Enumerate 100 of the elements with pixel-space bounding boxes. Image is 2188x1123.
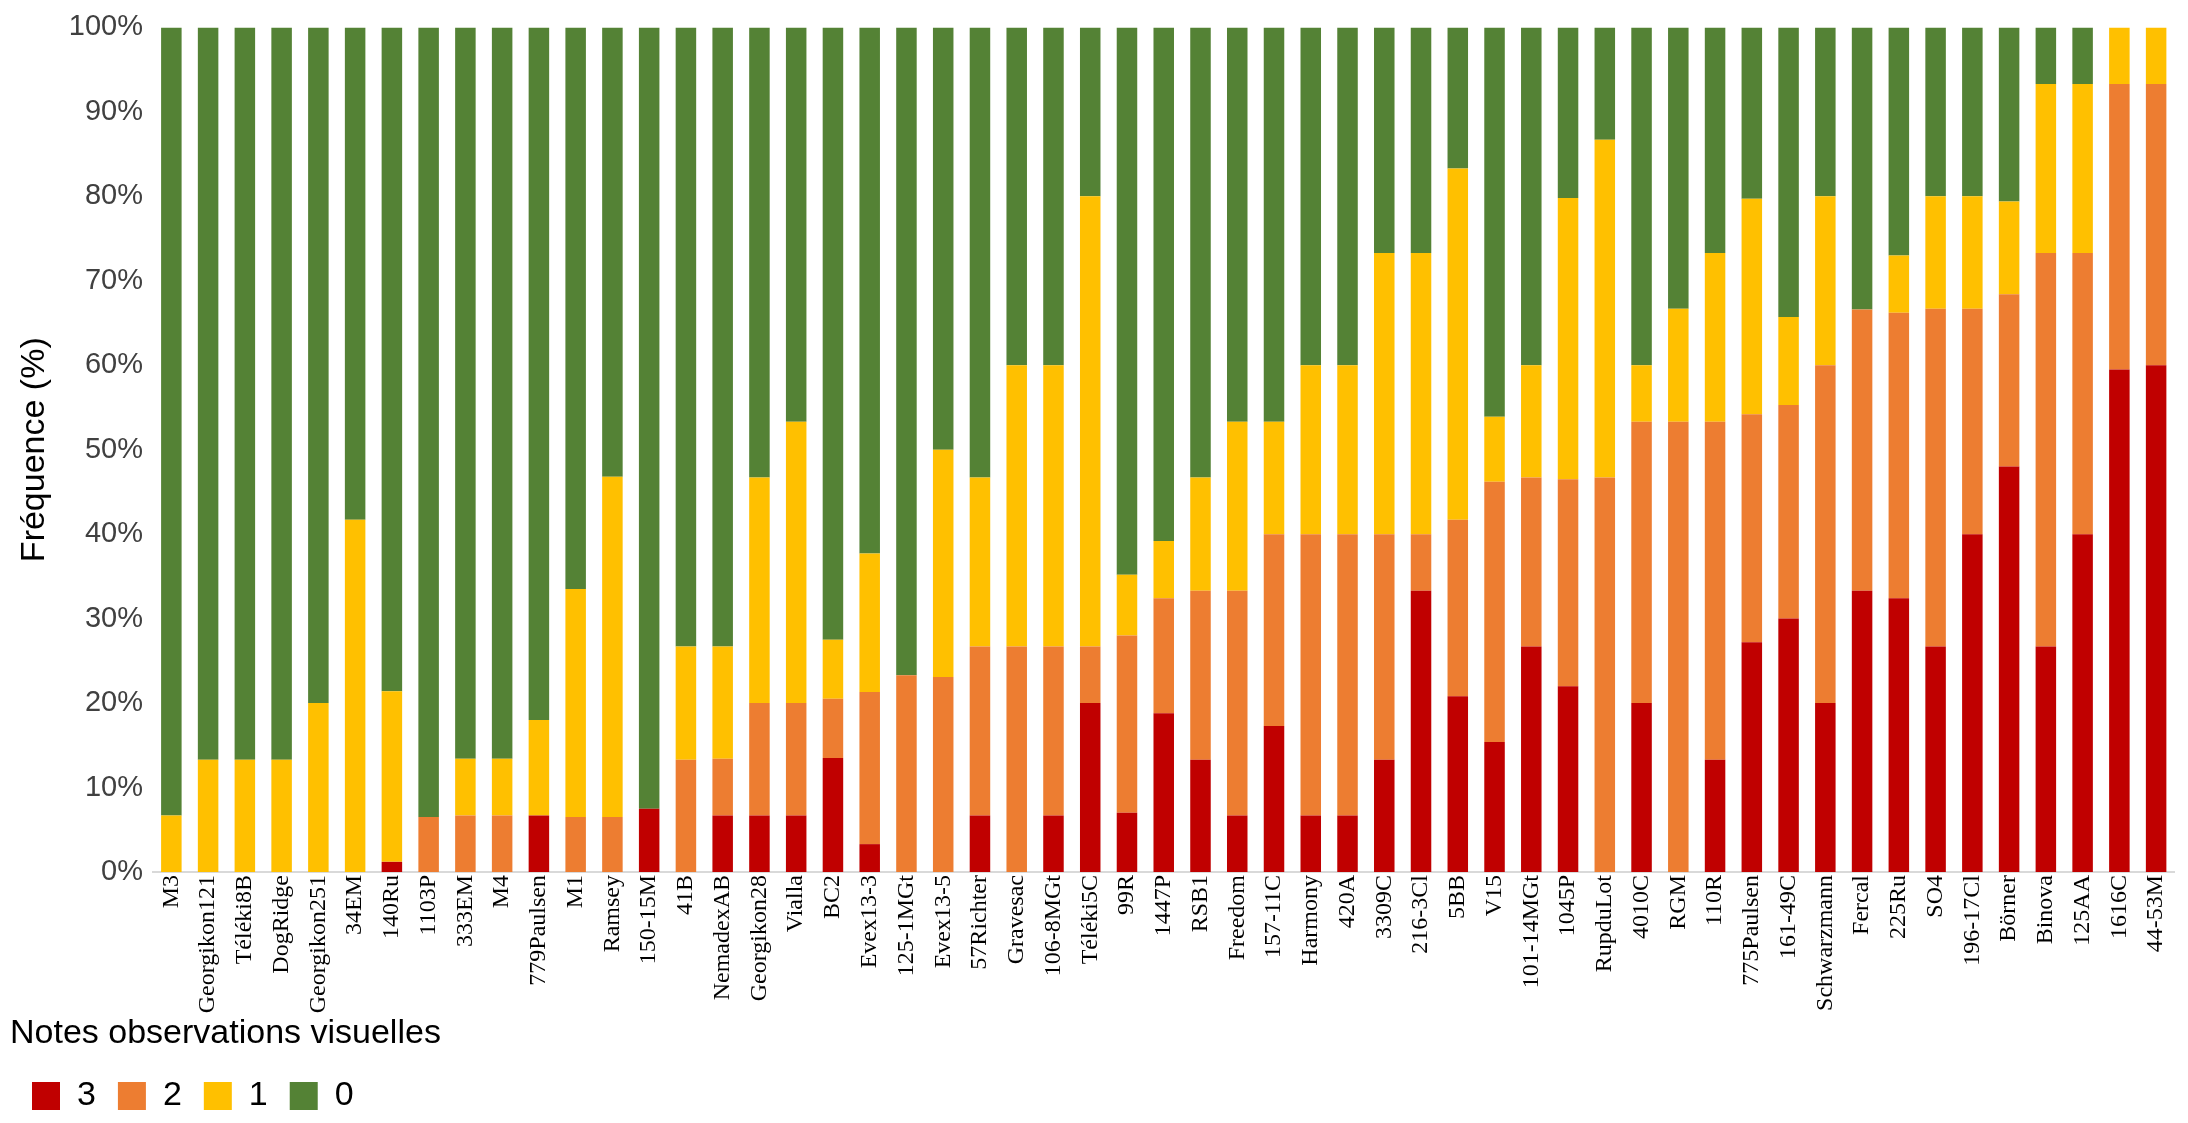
bar: [712, 646, 733, 759]
bar: [344, 519, 366, 872]
bar: [1300, 365, 1322, 535]
bar: [822, 757, 844, 872]
bar: [1778, 27, 1799, 318]
bar: [1006, 646, 1027, 872]
bar: [1925, 308, 1946, 647]
legend-label: 3: [77, 1074, 96, 1113]
x-tick-label: M3: [156, 874, 183, 909]
bar: [602, 27, 623, 477]
bar: [859, 27, 880, 554]
bar: [2145, 27, 2167, 84]
x-tick-label: 5BB: [1443, 874, 1470, 919]
x-tick-label: Georgikon251: [303, 874, 330, 1014]
bar: [1300, 815, 1322, 872]
bar: [234, 759, 256, 872]
x-tick-label: 34EM: [340, 874, 367, 935]
bar: [1263, 27, 1285, 422]
bar: [1447, 519, 1469, 697]
x-tick-label: Georgikon121: [193, 874, 220, 1014]
bar: [1484, 27, 1505, 417]
bar: [1079, 27, 1101, 197]
bar: [969, 27, 991, 478]
bar: [1116, 27, 1138, 575]
bar: [1888, 312, 1910, 599]
bar: [1704, 421, 1726, 760]
x-tick-label: Gravesac: [1002, 874, 1029, 965]
x-tick-label: 125AA: [2067, 874, 2094, 946]
bar: [749, 703, 770, 816]
bar: [1521, 365, 1542, 478]
bar: [785, 27, 807, 422]
bar: [1704, 252, 1726, 422]
bar: [1484, 416, 1505, 482]
bar: [455, 758, 476, 816]
bar: [1300, 534, 1322, 816]
bar: [1006, 27, 1027, 366]
x-tick-label: 125-1MGt: [891, 874, 918, 977]
bar: [1851, 27, 1873, 310]
bar: [1374, 759, 1395, 872]
bar: [2072, 83, 2093, 253]
x-tick-label: Georgikon28: [744, 874, 771, 1002]
bar: [1484, 481, 1505, 742]
bar: [1374, 27, 1395, 253]
bar: [785, 815, 807, 872]
bar: [1337, 534, 1358, 816]
bar: [1668, 421, 1689, 872]
bar: [1668, 308, 1689, 422]
bar: [1925, 196, 1946, 309]
x-tick-label: 225Ru: [1884, 874, 1911, 939]
bar: [2145, 83, 2167, 366]
bar: [1778, 404, 1799, 619]
bar: [1778, 618, 1799, 872]
bar: [1116, 635, 1138, 813]
bar: [1153, 598, 1174, 714]
bar: [1962, 27, 1983, 197]
bar: [1043, 646, 1064, 816]
bar: [1190, 27, 1211, 478]
bar: [1374, 252, 1395, 535]
bar: [1410, 590, 1432, 872]
x-tick-label: 3309C: [1369, 874, 1396, 939]
bar: [2109, 83, 2130, 370]
bar: [1557, 198, 1579, 480]
bar: [896, 27, 917, 676]
bar: [1447, 696, 1469, 872]
x-tick-label: NemadexAB: [707, 874, 734, 1001]
bar: [344, 27, 366, 520]
bar: [969, 646, 991, 816]
bar: [1079, 703, 1101, 872]
bar: [1962, 196, 1983, 309]
x-tick-label: 41B: [671, 874, 698, 915]
bar: [1741, 198, 1763, 415]
x-tick-label: 333EM: [450, 874, 477, 947]
bar: [1888, 27, 1910, 256]
x-tick-label: 106-8MGt: [1038, 874, 1065, 977]
bar: [1631, 365, 1652, 422]
bar: [308, 27, 329, 704]
bar: [1815, 196, 1836, 366]
legend-label: 1: [248, 1074, 268, 1113]
bar: [528, 719, 550, 816]
bar: [822, 27, 844, 640]
bar: [565, 27, 586, 590]
bar: [565, 817, 586, 872]
bar: [1888, 255, 1910, 313]
bar: [1557, 27, 1579, 199]
x-tick-label: 99R: [1112, 874, 1139, 915]
x-tick-label: 4010C: [1626, 874, 1653, 939]
bar: [1557, 686, 1579, 872]
bar: [2035, 27, 2057, 84]
bar: [1998, 201, 2020, 295]
bar: [822, 639, 844, 699]
bar: [675, 759, 697, 872]
bar: [2035, 646, 2057, 872]
x-tick-label: Evex13-5: [928, 874, 955, 969]
bar: [1410, 534, 1432, 591]
bar: [2109, 27, 2130, 84]
bar: [1263, 421, 1285, 535]
legend-label: 2: [162, 1074, 182, 1113]
bar: [308, 703, 329, 872]
bar: [932, 676, 954, 872]
x-tick-label: 775Paulsen: [1737, 874, 1764, 986]
